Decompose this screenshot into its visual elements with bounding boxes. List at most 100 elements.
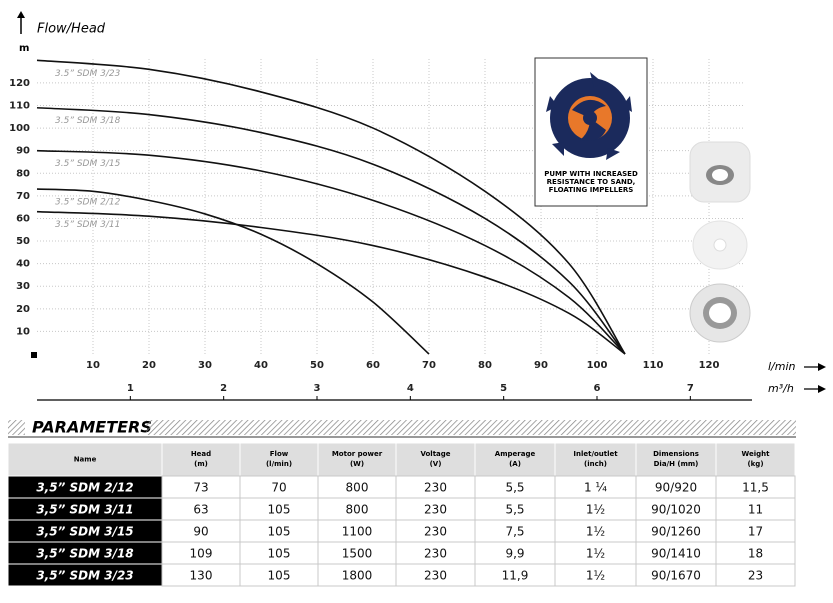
x2-tick-label: 4 [407, 383, 414, 394]
y-tick-label: 20 [16, 304, 30, 315]
x-tick-label: 30 [198, 360, 212, 371]
y-tick-label: 120 [9, 78, 30, 89]
cell-value: 800 [346, 503, 369, 517]
header-name: Inlet/outlet [573, 450, 618, 458]
cell-value: 230 [424, 481, 447, 495]
x-arrow-head [818, 363, 826, 371]
model-name: 3,5” SDM 3/18 [36, 547, 133, 561]
model-name: 3,5” SDM 3/15 [36, 525, 133, 539]
cell-value: 105 [268, 503, 291, 517]
cell-value: 109 [190, 547, 213, 561]
y-tick-label: 90 [16, 146, 30, 157]
cell-value: 230 [424, 569, 447, 583]
pump-curve [36, 59, 626, 355]
header-unit: (A) [509, 460, 521, 468]
pump-curve [36, 149, 626, 355]
cell-value: 105 [268, 547, 291, 561]
y-axis-label: m [19, 43, 29, 54]
header-name: Amperage [495, 450, 536, 458]
cell-value: 11,9 [502, 569, 529, 583]
header-cell [554, 442, 637, 477]
feature-box: PUMP WITH INCREASED RESISTANCE TO SAND, … [534, 57, 648, 207]
cell-value: 1½ [586, 525, 605, 539]
header-unit: (kg) [747, 460, 763, 468]
pump-curve [36, 106, 626, 355]
x-tick-label: 80 [478, 360, 492, 371]
hatch-right [146, 420, 796, 435]
header-name: Head [191, 450, 211, 458]
cell-value: 90/920 [655, 481, 697, 495]
pump-curve [36, 188, 430, 355]
header-cell [635, 442, 717, 477]
header-name: Weight [742, 450, 771, 458]
cell-value: 18 [748, 547, 763, 561]
cell-value: 5,5 [505, 481, 524, 495]
x-tick-label: 60 [366, 360, 380, 371]
x-tick-label: 10 [86, 360, 100, 371]
header-cell [395, 442, 476, 477]
cell-value: 1500 [342, 547, 373, 561]
x2-tick-label: 7 [687, 383, 694, 394]
y-tick-label: 60 [16, 213, 30, 224]
cell-value: 63 [193, 503, 208, 517]
cell-value: 1 ¼ [584, 481, 607, 495]
pump-curve [36, 210, 626, 355]
header-cell [7, 442, 163, 477]
header-cell [474, 442, 556, 477]
cell-value: 230 [424, 503, 447, 517]
cell-value: 800 [346, 481, 369, 495]
cell-value: 105 [268, 525, 291, 539]
header-name: Flow [270, 450, 289, 458]
y-tick-label: 110 [9, 100, 30, 111]
y-tick-label: 40 [16, 259, 30, 270]
header-unit: Dia/H (mm) [654, 460, 699, 468]
cell-value: 90/1410 [651, 547, 701, 561]
header-name: Motor power [332, 450, 383, 458]
x-tick-label: 20 [142, 360, 156, 371]
y-tick-label: 100 [9, 123, 30, 134]
x2-tick-label: 6 [594, 383, 601, 394]
y-tick-label: 30 [16, 281, 30, 292]
x-axis-label: l/min [768, 360, 796, 373]
y-tick-label: 70 [16, 191, 30, 202]
data-cell [715, 563, 796, 587]
feature-text: PUMP WITH INCREASED RESISTANCE TO SAND, … [544, 170, 638, 194]
cell-value: 11 [748, 503, 763, 517]
origin-mark [31, 352, 37, 358]
model-name: 3,5” SDM 3/23 [36, 569, 133, 583]
cell-value: 90/1020 [651, 503, 701, 517]
model-name: 3,5” SDM 2/12 [36, 481, 133, 495]
cell-value: 1½ [586, 503, 605, 517]
cell-value: 90/1260 [651, 525, 701, 539]
cell-value: 73 [193, 481, 208, 495]
y-tick-label: 80 [16, 168, 30, 179]
chart-title: Flow/Head [37, 22, 106, 37]
x2-tick-label: 2 [220, 383, 227, 394]
x-tick-label: 50 [310, 360, 324, 371]
cell-value: 1100 [342, 525, 373, 539]
cell-value: 90/1670 [651, 569, 701, 583]
cell-value: 17 [748, 525, 763, 539]
header-unit: (V) [430, 460, 442, 468]
x2-axis-label: m³/h [768, 382, 794, 395]
curve-label: 3.5” SDM 2/12 [55, 198, 121, 208]
x-tick-label: 90 [534, 360, 548, 371]
x-tick-label: 40 [254, 360, 268, 371]
header-cell [317, 442, 397, 477]
x2-tick-label: 5 [500, 383, 507, 394]
x-tick-label: 120 [699, 360, 720, 371]
x-tick-label: 70 [422, 360, 436, 371]
model-name: 3,5” SDM 3/11 [36, 503, 133, 517]
y-tick-label: 50 [16, 236, 30, 247]
header-unit: (l/min) [266, 460, 292, 468]
curve-label: 3.5” SDM 3/15 [55, 159, 121, 169]
curve-label: 3.5” SDM 3/18 [55, 116, 121, 126]
header-unit: (W) [350, 460, 364, 468]
cell-value: 7,5 [505, 525, 524, 539]
cell-value: 11,5 [742, 481, 769, 495]
header-cell [239, 442, 319, 477]
header-name: Name [74, 456, 97, 464]
cell-value: 230 [424, 547, 447, 561]
